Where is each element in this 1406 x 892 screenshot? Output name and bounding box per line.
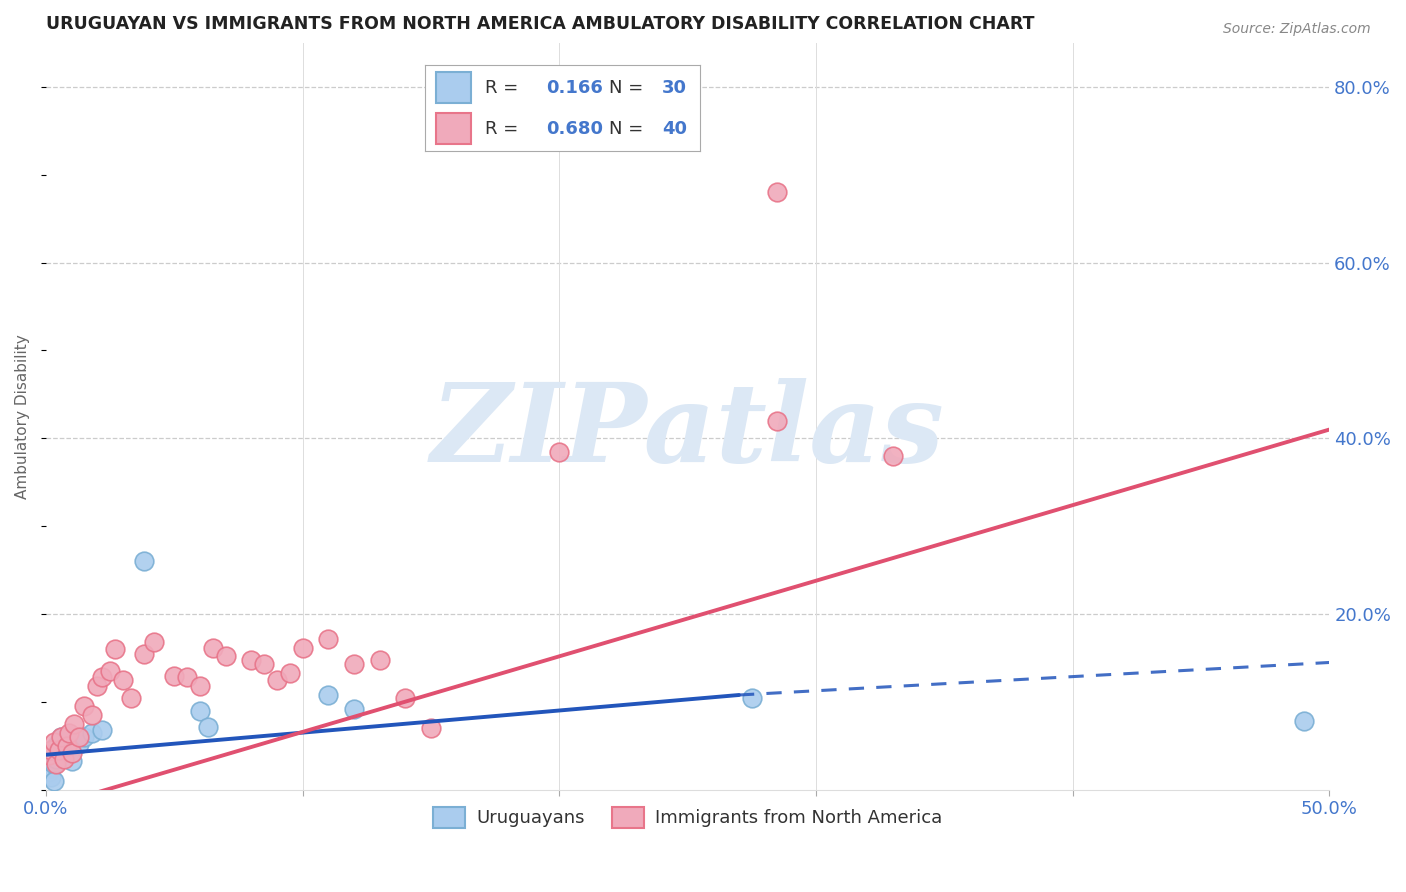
Point [291,640,314,655]
Point [188,704,211,718]
Point [188,679,211,693]
Point [142,635,165,649]
Point [58,740,80,755]
Point [52,752,75,766]
Point [60,754,83,768]
Point [104,642,127,657]
Point [766,186,789,200]
Point [38,765,60,780]
Point [120,690,142,705]
Point [55,739,77,753]
Point [91,670,114,684]
Point [82,708,104,723]
Point [253,657,276,672]
Point [63,731,86,746]
Point [214,649,236,664]
Point [343,702,366,716]
Point [52,749,75,764]
Point [67,730,90,744]
Point [266,673,288,687]
Point [42,747,65,762]
Point [42,756,65,771]
Y-axis label: Ambulatory Disability: Ambulatory Disability [15,334,30,499]
Point [197,720,219,734]
Point [51,747,73,762]
Point [38,747,60,762]
Point [882,449,904,463]
Point [67,737,90,751]
Point [39,743,62,757]
Point [42,774,65,789]
Point [132,647,155,661]
Point [394,690,416,705]
Point [240,653,263,667]
Point [51,730,73,744]
Point [163,668,186,682]
Point [766,414,789,428]
Point [38,756,60,771]
Text: URUGUAYAN VS IMMIGRANTS FROM NORTH AMERICA AMBULATORY DISABILITY CORRELATION CHA: URUGUAYAN VS IMMIGRANTS FROM NORTH AMERI… [46,15,1035,33]
Point [48,734,70,748]
Point [316,632,339,646]
Point [98,665,121,679]
Point [548,444,571,458]
Point [73,730,96,744]
Point [55,734,77,748]
Point [368,653,391,667]
Point [48,743,70,757]
Point [60,746,83,760]
Point [316,688,339,702]
Point [58,726,80,740]
Point [45,752,67,766]
Point [420,722,443,736]
Point [91,723,114,738]
Text: ZIPatlas: ZIPatlas [430,377,945,485]
Point [42,734,65,748]
Point [39,770,62,784]
Point [82,726,104,740]
Point [51,730,73,744]
Point [86,679,108,693]
Legend: Uruguayans, Immigrants from North America: Uruguayans, Immigrants from North Americ… [423,798,952,837]
Point [176,670,198,684]
Point [1292,714,1315,729]
Point [111,673,134,687]
Point [48,743,70,757]
Point [278,666,301,681]
Point [45,756,67,771]
Point [39,761,62,775]
Point [201,640,224,655]
Point [45,739,67,753]
Text: Source: ZipAtlas.com: Source: ZipAtlas.com [1223,22,1371,37]
Point [343,657,366,672]
Point [63,717,86,731]
Point [132,554,155,568]
Point [73,699,96,714]
Point [741,690,763,705]
Point [52,734,75,748]
